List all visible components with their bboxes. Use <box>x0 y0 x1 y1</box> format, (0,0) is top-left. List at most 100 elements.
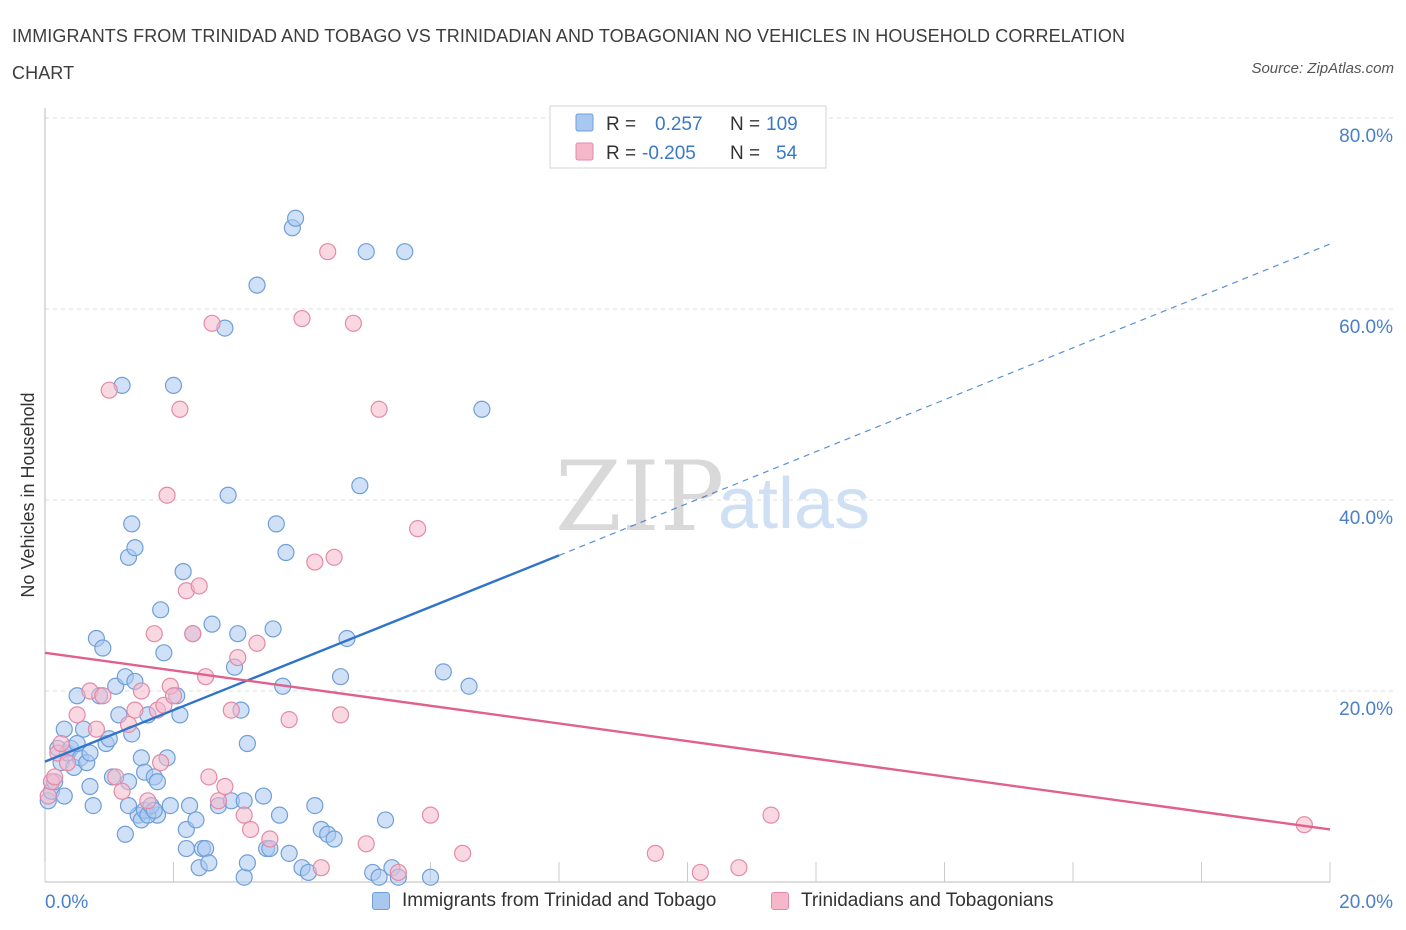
point-immigrants <box>203 615 221 633</box>
point-immigrants <box>248 276 266 294</box>
point-immigrants <box>180 796 199 815</box>
point-trinidadians <box>58 754 77 772</box>
tick-labels: 20.0% 40.0% 60.0% 80.0% 0.0% 20.0% <box>45 126 1393 913</box>
point-trinidadians <box>100 381 118 399</box>
point-trinidadians <box>646 844 664 862</box>
point-trinidadians <box>87 720 106 738</box>
bottom-legend: Immigrants from Trinidad and Tobago Trin… <box>0 884 1406 920</box>
point-immigrants <box>280 844 298 862</box>
point-trinidadians <box>171 400 189 418</box>
point-trinidadians <box>200 768 218 786</box>
trend-line-immigrants-projection <box>558 243 1331 556</box>
x-tick-label: 0.0% <box>45 892 88 913</box>
point-immigrants <box>238 734 256 753</box>
legend-n-label: N = <box>730 143 760 164</box>
point-immigrants <box>264 620 282 638</box>
point-immigrants <box>177 839 195 858</box>
legend-r-label: R = <box>606 114 636 135</box>
point-immigrants <box>126 539 144 557</box>
point-trinidadians <box>46 768 64 786</box>
point-trinidadians <box>325 548 343 566</box>
point-immigrants <box>229 625 247 643</box>
point-immigrants <box>235 792 253 810</box>
y-axis-label: No Vehicles in Household <box>18 392 38 597</box>
point-immigrants <box>174 563 192 581</box>
point-immigrants <box>460 677 478 695</box>
data-points <box>39 209 1313 886</box>
point-immigrants <box>421 868 440 886</box>
point-trinidadians <box>762 806 780 824</box>
y-tick-label: 80.0% <box>1339 126 1393 147</box>
point-trinidadians <box>158 486 176 504</box>
trend-lines <box>44 243 1331 831</box>
point-immigrants <box>119 796 138 815</box>
point-immigrants <box>286 209 305 227</box>
point-trinidadians <box>344 314 362 332</box>
point-immigrants <box>277 543 295 562</box>
point-immigrants <box>81 744 99 762</box>
point-immigrants <box>331 668 350 686</box>
point-trinidadians <box>235 806 253 824</box>
point-immigrants <box>351 477 369 495</box>
y-tick-label: 20.0% <box>1339 699 1393 720</box>
y-tick-label: 60.0% <box>1339 317 1393 338</box>
point-immigrants <box>235 868 253 886</box>
point-trinidadians <box>139 792 157 810</box>
point-trinidadians <box>107 768 125 786</box>
legend-n-value: 54 <box>776 143 798 164</box>
point-trinidadians <box>319 243 337 261</box>
point-immigrants <box>357 243 375 261</box>
point-trinidadians <box>184 625 202 643</box>
point-trinidadians <box>152 754 170 772</box>
point-immigrants <box>325 830 343 848</box>
chart-title: IMMIGRANTS FROM TRINIDAD AND TOBAGO VS T… <box>12 26 1126 83</box>
legend-label-immigrants: Immigrants from Trinidad and Tobago <box>402 890 717 911</box>
point-immigrants <box>219 486 237 504</box>
point-trinidadians <box>409 520 427 538</box>
point-immigrants <box>116 825 134 843</box>
point-trinidadians <box>209 792 228 810</box>
point-immigrants <box>197 839 215 858</box>
point-trinidadians <box>190 577 208 595</box>
point-immigrants <box>81 777 99 796</box>
legend-swatch-pink <box>575 142 594 161</box>
legend-label-trinidadians: Trinidadians and Tobagonians <box>801 890 1054 911</box>
point-immigrants <box>94 639 112 657</box>
point-immigrants <box>164 376 183 394</box>
point-immigrants <box>306 796 324 815</box>
legend-frame <box>549 105 827 169</box>
gridlines <box>45 117 1395 692</box>
watermark-zip: ZIP <box>555 441 724 553</box>
point-immigrants <box>254 787 273 805</box>
point-immigrants <box>270 806 289 824</box>
x-tick-label: 20.0% <box>1339 892 1393 913</box>
point-trinidadians <box>421 806 440 824</box>
point-immigrants <box>396 243 414 261</box>
legend-n-label: N = <box>730 114 760 135</box>
point-trinidadians <box>242 820 260 839</box>
trend-line-immigrants <box>44 554 560 763</box>
point-immigrants <box>84 796 102 815</box>
point-trinidadians <box>261 830 279 848</box>
point-immigrants <box>148 773 167 791</box>
legend-r-label: R = <box>606 143 636 164</box>
source-credit: Source: ZipAtlas.com <box>1251 60 1394 77</box>
legend-swatch-blue <box>575 113 594 132</box>
point-immigrants <box>473 400 491 418</box>
point-trinidadians <box>229 648 247 667</box>
point-trinidadians <box>306 553 324 571</box>
point-trinidadians <box>357 835 375 853</box>
point-immigrants <box>132 749 150 767</box>
point-trinidadians <box>94 687 112 705</box>
watermark-atlas: atlas <box>718 464 870 544</box>
point-trinidadians <box>39 787 57 805</box>
watermark: ZIP atlas <box>555 441 870 553</box>
point-trinidadians <box>248 634 266 652</box>
point-immigrants <box>370 868 388 886</box>
legend-item-trinidadians: Trinidadians and Tobagonians <box>771 890 1053 912</box>
point-immigrants <box>55 720 73 738</box>
point-trinidadians <box>293 309 311 328</box>
point-trinidadians <box>454 844 472 862</box>
point-trinidadians <box>52 734 70 753</box>
